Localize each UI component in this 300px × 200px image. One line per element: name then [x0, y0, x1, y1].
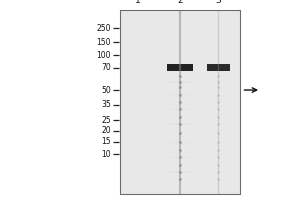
FancyBboxPatch shape: [120, 10, 240, 194]
Text: 2: 2: [177, 0, 183, 5]
FancyBboxPatch shape: [169, 157, 191, 158]
Text: 100: 100: [97, 51, 111, 60]
FancyBboxPatch shape: [169, 81, 191, 83]
FancyBboxPatch shape: [207, 64, 230, 71]
Text: 10: 10: [101, 150, 111, 159]
FancyBboxPatch shape: [167, 64, 193, 71]
FancyBboxPatch shape: [169, 109, 191, 110]
FancyBboxPatch shape: [169, 142, 191, 143]
Text: 150: 150: [97, 38, 111, 47]
Text: 15: 15: [101, 137, 111, 146]
FancyBboxPatch shape: [169, 94, 191, 95]
FancyBboxPatch shape: [169, 171, 191, 173]
Text: 35: 35: [101, 100, 111, 109]
Text: 3: 3: [215, 0, 221, 5]
FancyBboxPatch shape: [169, 123, 191, 125]
Text: 70: 70: [101, 63, 111, 72]
Text: 1: 1: [135, 0, 141, 5]
Text: 20: 20: [101, 126, 111, 135]
Text: 50: 50: [101, 86, 111, 95]
Text: 250: 250: [97, 24, 111, 33]
Text: 25: 25: [101, 116, 111, 125]
